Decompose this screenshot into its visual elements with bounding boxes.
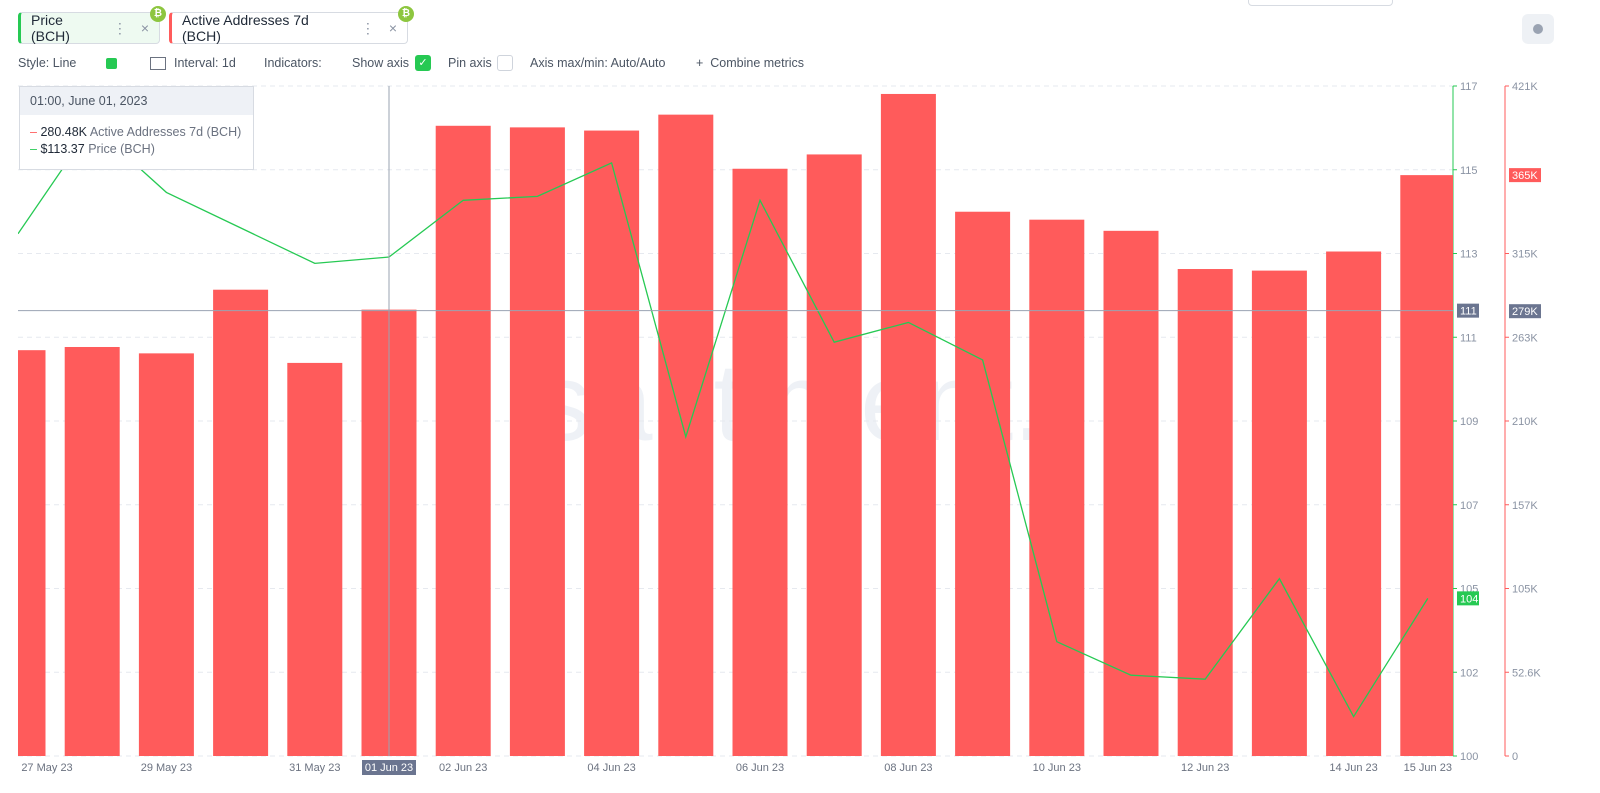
axis-tag-label: 111 [1460,306,1477,318]
x-tick-label: 08 Jun 23 [884,762,932,774]
settings-button[interactable] [1522,14,1554,44]
x-tick-label: 02 Jun 23 [439,762,487,774]
axis-tag-label: 104 [1460,593,1478,605]
axis-tag [1457,303,1479,318]
metric-tab[interactable]: Price (BCH) ⋮ × ₿ [18,6,166,44]
combine-label: Combine metrics [710,56,805,70]
plot [18,93,1453,756]
tooltip-value: 280.48K [40,125,88,139]
close-icon[interactable]: × [140,20,149,36]
x-tick-label: 31 May 23 [289,762,340,774]
bar [1400,175,1453,756]
bar [64,346,120,756]
tooltip-date: 01:00, June 01, 2023 [20,87,253,115]
y2-tick-label: 52.6K [1512,667,1541,679]
menu-icon[interactable]: ⋮ [112,19,127,36]
bar [880,93,936,756]
bar [732,168,788,756]
interval-dropdown[interactable]: Interval: 1d [174,56,236,70]
pin-axis-label: Pin axis [448,56,492,70]
menu-icon[interactable]: ⋮ [360,19,375,36]
bar [955,211,1011,756]
axis-tag [1457,591,1479,606]
y2-tick-label: 0 [1512,751,1518,763]
x-tick-highlight [362,760,416,775]
y-tick-label: 109 [1460,416,1478,428]
bar [138,353,194,756]
axis-tag-label: 279K [1512,306,1538,318]
bar [1029,219,1085,756]
show-axis-label: Show axis [352,56,409,70]
x-tick-label: 10 Jun 23 [1033,762,1081,774]
style-dropdown[interactable]: Style: Line [18,56,77,70]
metric-tab[interactable]: Active Addresses 7d (BCH) ⋮ × ₿ [169,6,414,44]
x-tick-label: 01 Jun 23 [365,762,413,774]
bar [435,125,491,756]
x-tick-label: 27 May 23 [21,762,72,774]
bar [1251,270,1307,756]
x-tick-label: 29 May 23 [141,762,192,774]
y2-tick-label: 263K [1512,332,1538,344]
price-line [18,124,1429,718]
x-tick-label: 06 Jun 23 [736,762,784,774]
tab-label: Active Addresses 7d (BCH) [182,12,309,44]
bar [584,130,640,756]
y-tick-label: 107 [1460,500,1478,512]
x-tick-label: 14 Jun 23 [1329,762,1377,774]
x-tick-label: 04 Jun 23 [587,762,635,774]
tooltip-metric: Price (BCH) [88,142,155,156]
combine-button[interactable]: + Combine metrics [696,56,805,70]
bar [1177,269,1233,756]
tooltip-row: – $113.37 Price (BCH) [30,142,155,156]
axis-dropdown[interactable]: Axis max/min: Auto/Auto [530,56,666,70]
axis-tag [1509,168,1541,183]
bar [18,350,46,756]
y-tick-label: 111 [1460,332,1477,344]
color-picker[interactable] [106,58,117,69]
bar [1103,230,1159,756]
coin-badge: ₿ [150,6,166,22]
y2-tick-label: 105K [1512,584,1538,596]
search-box[interactable] [1248,0,1393,6]
bar [1326,251,1382,756]
y2-tick-label: 315K [1512,249,1538,261]
y2-tick-label: 210K [1512,416,1538,428]
bar [509,127,565,756]
x-tick-label: 12 Jun 23 [1181,762,1229,774]
tab-label: Price (BCH) [31,12,70,44]
bar [287,362,343,756]
tooltip-row: – 280.48K Active Addresses 7d (BCH) [30,125,242,139]
y2-tick-label: 421K [1512,81,1538,93]
y2-tick-label: 157K [1512,500,1538,512]
interval-icon [150,57,166,70]
bar [806,154,862,756]
axis-tag-label: 365K [1512,170,1538,182]
coin-badge: ₿ [398,6,414,22]
indicators-dropdown[interactable]: Indicators: [264,56,322,70]
bar [213,289,269,756]
tooltip-metric: Active Addresses 7d (BCH) [89,125,242,139]
y-tick-label: 102 [1460,667,1478,679]
y-tick-label: 117 [1460,81,1478,93]
tooltip-value: $113.37 [40,142,85,156]
show-axis-checkbox[interactable]: ✓ [415,55,431,71]
pin-axis-checkbox[interactable] [497,55,513,71]
x-tick-label: 15 Jun 23 [1404,762,1452,774]
y-tick-label: 113 [1460,249,1478,261]
axis-tag [1509,304,1541,319]
tooltip: 01:00, June 01, 2023 – 280.48K Active Ad… [19,86,254,170]
close-icon[interactable]: × [388,20,397,36]
y-tick-label: 100 [1460,751,1478,763]
y-tick-label: 115 [1460,165,1478,177]
